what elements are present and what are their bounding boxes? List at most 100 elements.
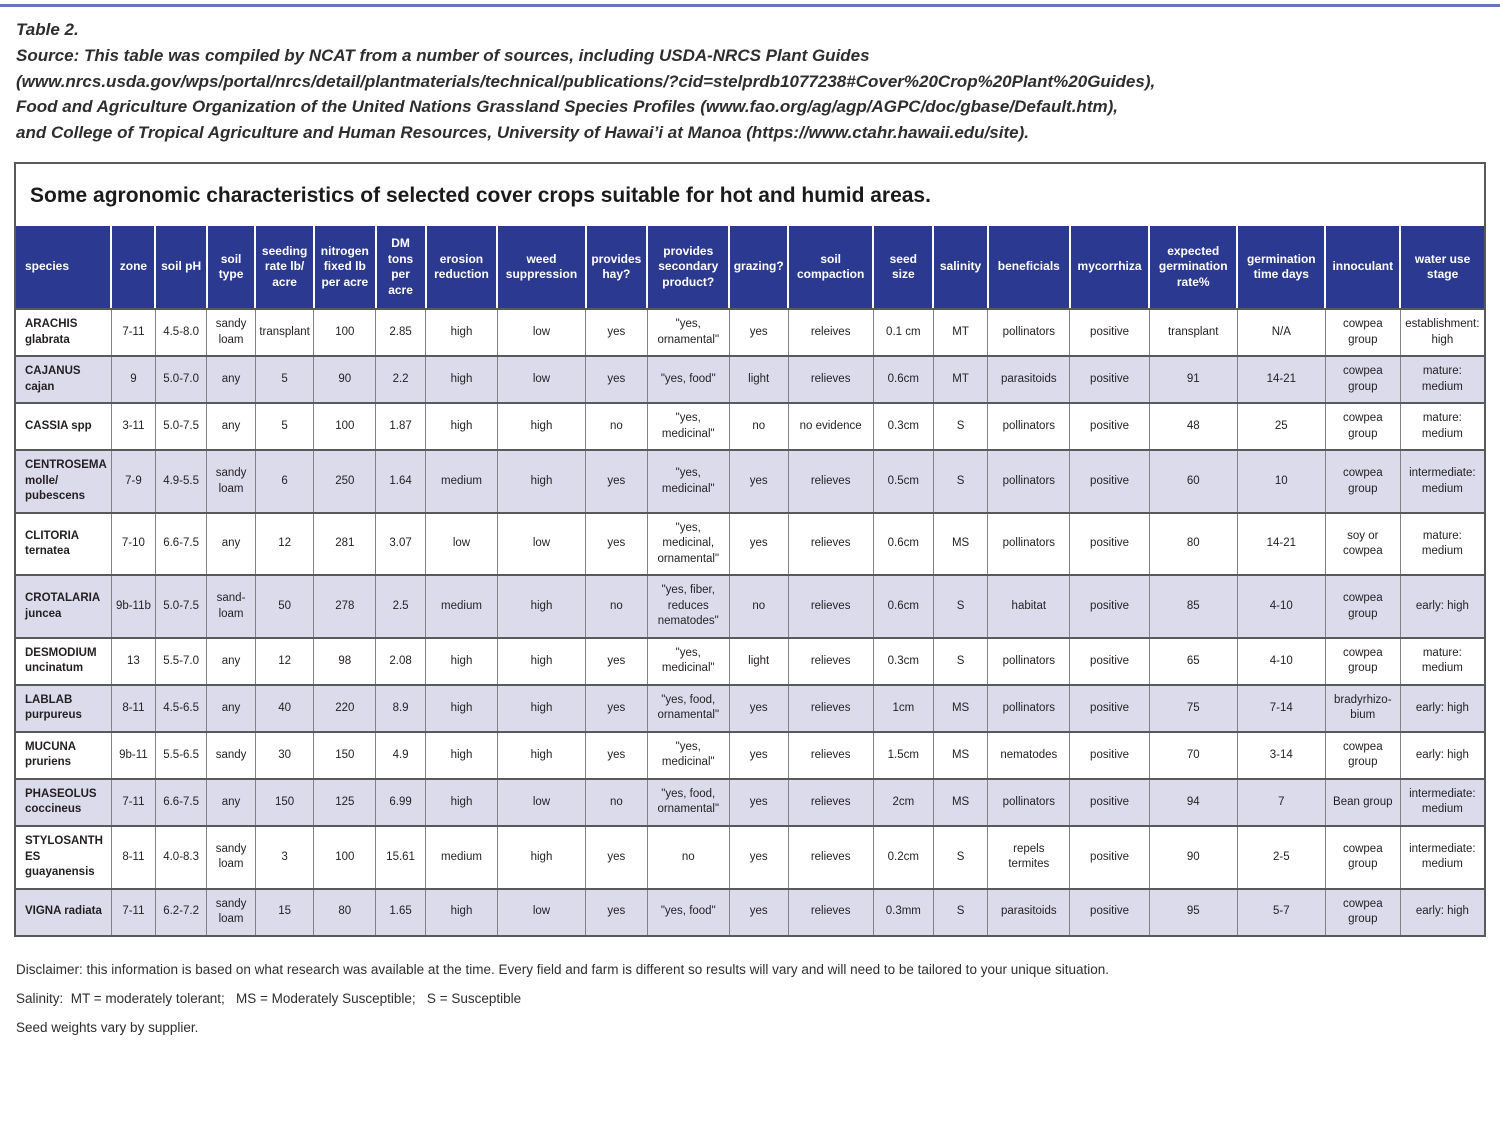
table-cell: MS bbox=[932, 512, 988, 577]
table-row: CLITORIA ternatea 7-10 6.6-7.5 any 12 281 3.07… bbox=[16, 512, 1484, 577]
table-cell: 0.3cm bbox=[872, 637, 934, 686]
table-cell: cowpea group bbox=[1324, 356, 1401, 405]
species-cell: CAJANUS cajan bbox=[16, 356, 112, 405]
table-cell: mature: medium bbox=[1399, 356, 1484, 405]
table-cell: low bbox=[496, 888, 586, 935]
table-row: PHASEOLUS coccineus 7-11 6.6-7.5 any 150 125 6… bbox=[16, 778, 1484, 828]
table-cell: 3 bbox=[254, 826, 314, 890]
table-cell: bradyrhizo-bium bbox=[1324, 684, 1401, 733]
column-header-species: species bbox=[16, 226, 112, 311]
table-row: CENTROSEMA molle/ pubescens 7-9 4.9-5.5 san… bbox=[16, 450, 1484, 514]
table-cell: high bbox=[425, 731, 498, 780]
table-cell: intermediate: medium bbox=[1399, 778, 1484, 828]
table-cell: 5.0-7.0 bbox=[154, 356, 207, 405]
table-cell: yes bbox=[728, 731, 789, 780]
table-cell: yes bbox=[728, 684, 789, 733]
table-cell: S bbox=[932, 575, 988, 639]
table-cell: sandy loam bbox=[206, 450, 256, 514]
table-cell: sandy loam bbox=[206, 309, 256, 358]
table-cell: sandy bbox=[206, 731, 256, 780]
table-cell: relieves bbox=[787, 575, 874, 639]
table-cell: 2.2 bbox=[375, 356, 426, 405]
table-cell: S bbox=[932, 888, 988, 935]
table-cell: yes bbox=[585, 684, 648, 733]
table-cell: 125 bbox=[313, 778, 376, 828]
table-cell: cowpea group bbox=[1324, 575, 1401, 639]
table-cell: 4.9 bbox=[375, 731, 426, 780]
species-cell: PHASEOLUS coccineus bbox=[16, 778, 112, 828]
table-cell: 0.3mm bbox=[872, 888, 934, 935]
table-cell: relieves bbox=[787, 731, 874, 780]
table-cell: high bbox=[496, 684, 586, 733]
table-cell: 85 bbox=[1148, 575, 1238, 639]
table-cell: yes bbox=[585, 450, 648, 514]
table-cell: yes bbox=[585, 356, 648, 405]
table-cell: "yes, medicinal" bbox=[646, 637, 730, 686]
table-cell: 0.6cm bbox=[872, 575, 934, 639]
column-header-salinity: salinity bbox=[932, 226, 988, 311]
table-cell: yes bbox=[585, 731, 648, 780]
table-cell: S bbox=[932, 637, 988, 686]
table-cell: yes bbox=[585, 637, 648, 686]
table-cell: 2.08 bbox=[375, 637, 426, 686]
table-cell: 4-10 bbox=[1236, 637, 1326, 686]
table-cell: positive bbox=[1069, 888, 1150, 935]
column-header-dm-tons-per-acre: DM tons per acre bbox=[374, 226, 426, 311]
table-cell: 6 bbox=[254, 450, 314, 514]
table-cell: 90 bbox=[313, 356, 376, 405]
table-cell: high bbox=[496, 731, 586, 780]
table-cell: 91 bbox=[1148, 356, 1238, 405]
table-cell: 0.5cm bbox=[872, 450, 934, 514]
table-cell: any bbox=[206, 512, 256, 577]
table-cell: 60 bbox=[1148, 450, 1238, 514]
table-cell: high bbox=[496, 826, 586, 890]
table-cell: 1.64 bbox=[375, 450, 426, 514]
table-cell: cowpea group bbox=[1324, 731, 1401, 780]
table-cell: positive bbox=[1069, 637, 1150, 686]
table-cell: establishment: high bbox=[1399, 309, 1484, 358]
table-cell: repels termites bbox=[987, 826, 1070, 890]
table-cell: relieves bbox=[787, 512, 874, 577]
table-cell: 9b-11b bbox=[110, 575, 156, 639]
table-cell: low bbox=[425, 512, 498, 577]
table-row: ARACHIS glabrata 7-11 4.5-8.0 sandy loam tra… bbox=[16, 309, 1484, 358]
table-cell: relieves bbox=[787, 778, 874, 828]
column-header-seed-size: seed size bbox=[872, 226, 934, 311]
table-cell: 220 bbox=[313, 684, 376, 733]
table-cell: MT bbox=[932, 356, 988, 405]
table-cell: early: high bbox=[1399, 575, 1484, 639]
table-row: CASSIA spp 3-11 5.0-7.5 any 5 100 1.87 high high… bbox=[16, 403, 1484, 452]
source-line: Source: This table was compiled by NCAT … bbox=[16, 45, 870, 65]
table-cell: 5.0-7.5 bbox=[154, 403, 207, 452]
table-cell: cowpea group bbox=[1324, 450, 1401, 514]
table-cell: 5 bbox=[254, 403, 314, 452]
table-cell: light bbox=[728, 637, 789, 686]
table-cell: sandy loam bbox=[206, 888, 256, 935]
table-row: CROTALARIA juncea 9b-11b 5.0-7.5 sand-loam 5… bbox=[16, 575, 1484, 639]
table-cell: 5 bbox=[254, 356, 314, 405]
table-cell: 9b-11 bbox=[110, 731, 156, 780]
table-cell: any bbox=[206, 637, 256, 686]
table-cell: 50 bbox=[254, 575, 314, 639]
table-cell: positive bbox=[1069, 778, 1150, 828]
table-cell: 90 bbox=[1148, 826, 1238, 890]
table-cell: medium bbox=[425, 826, 498, 890]
table-cell: sandy loam bbox=[206, 826, 256, 890]
species-cell: ARACHIS glabrata bbox=[16, 309, 112, 358]
table-cell: "yes, medicinal" bbox=[646, 403, 730, 452]
table-cell: low bbox=[496, 778, 586, 828]
table-row: LABLAB purpureus 8-11 4.5-6.5 any 40 220 8.9 hi… bbox=[16, 684, 1484, 733]
table-cell: no bbox=[646, 826, 730, 890]
table-cell: 15.61 bbox=[375, 826, 426, 890]
table-cell: "yes, medicinal" bbox=[646, 450, 730, 514]
table-cell: yes bbox=[585, 512, 648, 577]
table-cell: no bbox=[585, 778, 648, 828]
table-cell: 9 bbox=[110, 356, 156, 405]
table-cell: positive bbox=[1069, 575, 1150, 639]
column-header-weed-suppression: weed suppression bbox=[496, 226, 586, 311]
table-cell: 14-21 bbox=[1236, 512, 1326, 577]
table-cell: relieves bbox=[787, 637, 874, 686]
table-cell: 5-7 bbox=[1236, 888, 1326, 935]
table-cell: 10 bbox=[1236, 450, 1326, 514]
table-cell: 278 bbox=[313, 575, 376, 639]
